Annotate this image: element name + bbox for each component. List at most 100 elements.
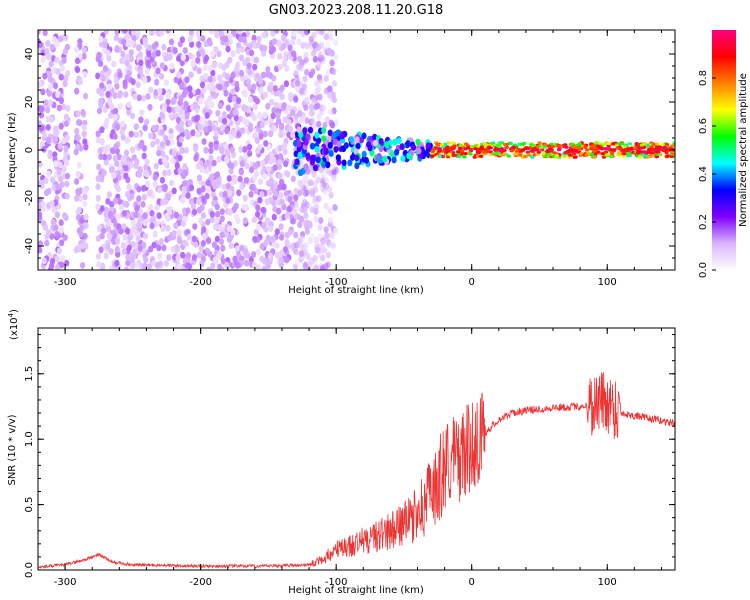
heatmap-cell	[124, 137, 130, 145]
heatmap-cell	[591, 144, 596, 148]
heatmap-cell	[272, 85, 278, 92]
heatmap-cell	[61, 57, 67, 64]
heatmap-cell	[82, 71, 88, 78]
heatmap-cell	[55, 91, 61, 99]
heatmap-cell	[316, 120, 322, 128]
spectrogram-ytick-label: 20	[24, 96, 35, 109]
heatmap-cell	[174, 162, 180, 169]
heatmap-cell	[287, 125, 293, 133]
snr-ytick-label: 1.5	[24, 366, 35, 382]
heatmap-cell	[271, 107, 277, 114]
heatmap-cell	[245, 78, 251, 86]
heatmap-cell	[136, 195, 142, 203]
heatmap-cell	[298, 64, 304, 72]
heatmap-cell	[510, 148, 516, 152]
heatmap-cell	[311, 31, 317, 39]
heatmap-cell	[177, 263, 183, 270]
heatmap-cell	[141, 193, 147, 201]
heatmap-cell	[451, 153, 456, 157]
heatmap-cell	[144, 158, 150, 166]
heatmap-cell	[166, 106, 172, 113]
heatmap-cell	[210, 85, 216, 92]
snr-scale-suffix: )	[9, 309, 20, 313]
heatmap-cell	[518, 153, 523, 157]
heatmap-cell	[56, 247, 63, 255]
heatmap-cell	[308, 109, 314, 117]
heatmap-cell	[297, 110, 303, 117]
heatmap-cell	[56, 168, 62, 176]
heatmap-cell	[198, 97, 204, 105]
heatmap-cell	[52, 82, 59, 90]
heatmap-cell	[312, 122, 318, 129]
heatmap-cell	[327, 217, 333, 224]
heatmap-cell	[240, 75, 246, 82]
heatmap-cell	[251, 83, 257, 91]
heatmap-cell	[238, 145, 244, 153]
heatmap-cell	[59, 181, 65, 189]
heatmap-cell	[310, 118, 316, 125]
heatmap-cell	[323, 33, 329, 41]
heatmap-cell	[147, 103, 153, 111]
heatmap-cell	[551, 144, 556, 149]
heatmap-cell	[95, 130, 101, 138]
heatmap-cell	[239, 46, 246, 53]
heatmap-cell	[430, 149, 436, 154]
heatmap-cell	[189, 41, 195, 48]
heatmap-cell	[153, 162, 159, 170]
heatmap-cell	[319, 247, 325, 254]
heatmap-cell	[149, 210, 155, 217]
heatmap-cell	[310, 154, 316, 162]
heatmap-cell	[168, 133, 174, 140]
heatmap-cell	[126, 244, 132, 252]
heatmap-cell	[158, 94, 164, 101]
heatmap-cell	[227, 208, 233, 216]
heatmap-cell	[327, 129, 333, 137]
heatmap-cell	[321, 135, 327, 143]
heatmap-cell	[304, 180, 310, 188]
snr-scale-label: (x104)	[7, 309, 20, 340]
heatmap-cell	[289, 39, 296, 46]
heatmap-cell	[170, 98, 176, 105]
heatmap-cell	[305, 133, 311, 141]
heatmap-cell	[170, 157, 176, 165]
heatmap-cell	[142, 76, 148, 84]
heatmap-cell	[339, 132, 345, 140]
heatmap-cell	[316, 62, 322, 69]
heatmap-cell	[284, 211, 290, 219]
heatmap-cell	[139, 109, 145, 116]
heatmap-cell	[603, 147, 609, 151]
heatmap-cell	[98, 35, 104, 43]
heatmap-cell	[99, 126, 105, 134]
heatmap-cell	[159, 30, 165, 36]
heatmap-cell	[276, 163, 282, 171]
heatmap-cell	[457, 146, 463, 151]
heatmap-cell	[127, 64, 133, 72]
heatmap-cell	[593, 147, 599, 151]
heatmap-cell	[64, 159, 70, 167]
heatmap-cell	[185, 192, 191, 199]
heatmap-cell	[228, 133, 234, 141]
heatmap-cell	[103, 147, 109, 154]
heatmap-cell	[325, 161, 331, 169]
heatmap-cell	[304, 189, 310, 197]
heatmap-cell	[217, 102, 223, 110]
heatmap-cell	[479, 145, 484, 149]
heatmap-cell	[328, 150, 334, 157]
heatmap-cell	[265, 66, 271, 73]
heatmap-cell	[82, 138, 88, 146]
heatmap-cell	[187, 119, 193, 127]
heatmap-cell	[349, 136, 355, 143]
heatmap-cell	[309, 232, 315, 240]
heatmap-cell	[227, 189, 233, 197]
heatmap-cell	[327, 91, 333, 99]
heatmap-cell	[113, 76, 119, 84]
heatmap-cell	[165, 215, 171, 222]
heatmap-cell	[58, 219, 64, 227]
heatmap-cell	[100, 75, 106, 82]
heatmap-cell	[233, 260, 239, 267]
heatmap-cell	[304, 68, 310, 76]
heatmap-cell	[336, 140, 342, 148]
heatmap-cell	[416, 147, 422, 155]
heatmap-cell	[329, 232, 335, 240]
